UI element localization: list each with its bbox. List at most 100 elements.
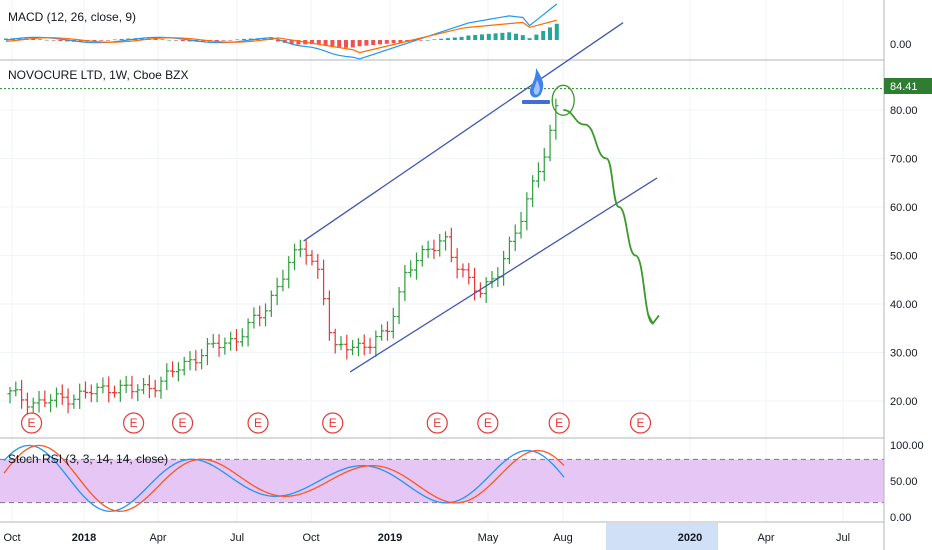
ohlc-bar [419,245,425,267]
ohlc-bar [222,337,228,355]
earnings-marker[interactable]: E [20,412,43,434]
ohlc-bar [123,376,129,393]
ohlc-bar [88,384,94,403]
macd-histogram-bar [493,33,498,40]
ohlc-bar [239,328,245,347]
earnings-marker[interactable]: E [123,412,145,434]
stoch-band [0,459,884,503]
ohlc-bar [30,397,36,414]
ohlc-bar [332,328,338,354]
ohlc-bar [489,270,495,289]
ohlc-bar [454,248,460,279]
ohlc-bar [541,147,547,182]
ohlc-bar [164,363,170,390]
ohlc-bar [512,224,518,252]
breakout-circle[interactable] [551,84,575,116]
ohlc-bar [233,329,239,352]
earnings-marker[interactable]: E [477,412,499,434]
time-axis-label: Jul [836,532,850,544]
ohlc-bar [437,233,443,257]
ohlc-bar [425,240,431,259]
ohlc-bar [506,236,512,265]
ohlc-bar [53,387,59,408]
earnings-marker[interactable]: E [322,412,344,434]
stoch-rsi-pane: Stoch RSI (3, 3, 14, 14, close) [0,444,884,512]
ohlc-bar [367,337,373,354]
ohlc-bar [100,377,106,394]
time-axis-label: Jul [230,532,244,544]
ohlc-bar [94,383,100,403]
macd-histogram-bar [106,40,110,41]
macd-histogram-bar [548,27,552,40]
macd-label: MACD (12, 26, close, 9) [8,10,136,24]
earnings-marker[interactable]: E [548,412,570,434]
price-axis[interactable]: 0.00 80.00 70.00 60.00 50.00 40.00 30.00 20.00… [883,0,932,550]
macd-histogram-bar [507,32,512,40]
earnings-marker[interactable]: E [171,412,194,434]
ohlc-bar [216,334,222,357]
macd-histogram-bar [228,40,233,41]
ohlc-bar [286,256,292,289]
ohlc-bar [297,239,303,257]
ohlc-bar [71,394,77,409]
ohlc-bar [396,287,402,325]
ohlc-bar [112,385,118,398]
macd-histogram-bar [554,23,559,40]
macd-histogram-bar [391,40,396,44]
earnings-marker[interactable]: E [426,412,448,434]
macd-histogram-bar [486,33,491,40]
macd-histogram-bar [92,40,97,42]
macd-histogram-bar [466,35,471,40]
forecast-path[interactable] [563,109,654,325]
earnings-marker[interactable]: E [247,412,269,434]
ohlc-bar [175,362,181,382]
time-range-highlight [606,523,718,550]
earnings-marker[interactable]: E [629,412,652,434]
macd-histogram-bar [432,39,437,40]
channel-upper-line[interactable] [303,22,624,242]
macd-histogram-bar [99,40,104,41]
macd-histogram [4,23,559,48]
macd-histogram-bar [480,34,484,40]
ohlc-bar [501,250,507,286]
svg-text:E: E [329,416,337,430]
macd-line [5,3,558,60]
ohlc-bar [547,124,553,162]
ohlc-bar [326,290,332,341]
macd-histogram-bar [65,40,70,42]
macd-histogram-bar [4,38,8,40]
ohlc-bar [268,290,274,317]
time-axis[interactable]: Oct 2018 Apr Jul Oct 2019 May Aug 2020 Apr Jul [0,521,884,550]
ohlc-bar [117,379,123,402]
macd-histogram-bar [323,40,328,46]
ohlc-bar [414,252,420,280]
ohlc-bar [146,375,152,399]
ohlc-bar [152,379,158,398]
ohlc-bar [199,348,205,370]
svg-text:E: E [179,416,187,430]
macd-histogram-bar [384,40,389,44]
macd-histogram-bar [112,39,117,41]
ohlc-bar [443,231,449,251]
macd-histogram-bar [180,40,185,42]
ohlc-bar [13,381,19,397]
macd-histogram-bar [201,40,206,42]
macd-histogram-bar [38,39,42,40]
price-axis-tick: 40.00 [890,299,918,311]
macd-histogram-bar [17,38,22,40]
ohlc-bar [204,338,210,366]
macd-histogram-bar [153,38,158,40]
signal-line [5,19,557,54]
macd-histogram-bar [44,39,49,41]
ohlc-bar [251,307,257,329]
time-axis-label: 2018 [72,532,96,544]
ohlc-bar [228,331,234,351]
macd-histogram-bar [167,39,172,41]
macd-histogram-bar [378,40,382,45]
flame-icon[interactable] [522,68,550,104]
channel-lower-line[interactable] [349,177,658,373]
macd-histogram-bar [473,34,478,40]
stoch-axis-tick: 0.00 [890,512,911,524]
price-axis-tick: 80.00 [890,105,918,117]
